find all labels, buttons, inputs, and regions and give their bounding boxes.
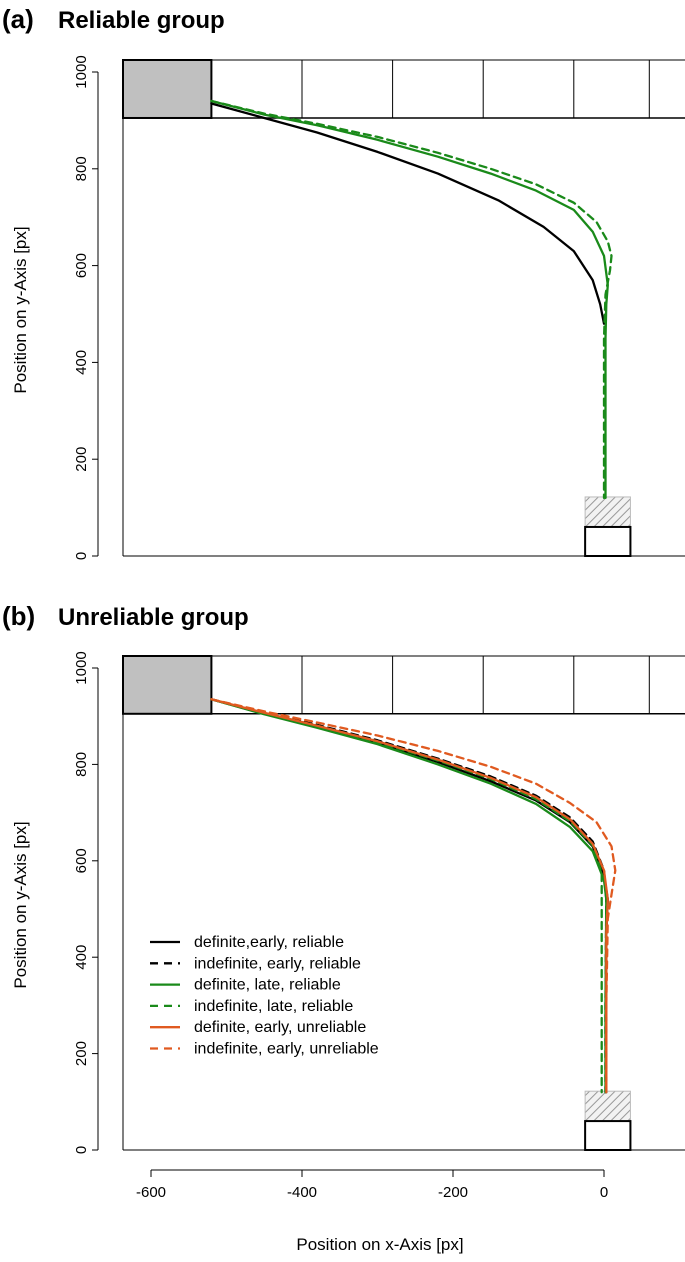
panel-a-start-box [122, 59, 213, 119]
panel-a-ytick-label: 200 [73, 447, 90, 472]
panel-b-ytick-label: 400 [73, 945, 90, 970]
panel-b-ytick-label: 200 [73, 1041, 90, 1066]
panel-b: (b) Unreliable group 0 200 400 600 800 1000 -6… [2, 601, 685, 1254]
panel-a-series-line-1 [210, 99, 609, 500]
panel-b-ytick-label: 600 [73, 848, 90, 873]
panel-a-hatched-box [584, 496, 631, 528]
panel-b-series-line-2 [210, 698, 608, 1094]
panel-a-plot: 0 200 400 600 800 1000 [73, 55, 685, 560]
panel-a: (a) Reliable group 0 200 400 600 800 1000 Pos… [2, 4, 685, 560]
panel-b-xtick-label: 0 [600, 1184, 608, 1201]
panel-b-title: Unreliable group [58, 604, 249, 631]
panel-b-letter: (b) [2, 601, 35, 631]
panel-b-ytick-label: 1000 [73, 651, 90, 684]
panel-a-ytick-label: 0 [73, 552, 90, 560]
panel-b-xtick-label: -600 [136, 1184, 166, 1201]
panel-a-ytick-label: 1000 [73, 55, 90, 88]
panel-a-ytick-label: 400 [73, 350, 90, 375]
panel-b-hatched-box [584, 1090, 631, 1122]
panel-a-ylabel: Position on y-Axis [px] [11, 226, 30, 393]
panel-b-plot: 0 200 400 600 800 1000 -600 -400 -200 0 definite,e… [73, 651, 685, 1201]
panel-b-legend-label: definite, late, reliable [194, 977, 341, 994]
panel-b-xtick-label: -400 [287, 1184, 317, 1201]
panel-a-ytick-label: 600 [73, 253, 90, 278]
panel-b-xtick-label: -200 [438, 1184, 468, 1201]
panel-b-series-line-5 [210, 698, 617, 1094]
panel-b-xlabel: Position on x-Axis [px] [296, 1235, 463, 1254]
panel-b-legend-label: definite, early, unreliable [194, 1019, 366, 1036]
panel-b-legend-label: indefinite, early, unreliable [194, 1041, 379, 1058]
panel-b-ytick-label: 800 [73, 752, 90, 777]
panel-b-legend-label: indefinite, early, reliable [194, 955, 361, 972]
panel-a-ytick-label: 800 [73, 156, 90, 181]
panel-b-target-box [584, 1120, 632, 1151]
panel-b-ylabel: Position on y-Axis [px] [11, 821, 30, 988]
panel-a-target-box [584, 525, 632, 558]
panel-a-series-line-0 [210, 102, 606, 325]
panel-a-series-line-2 [210, 99, 613, 500]
panel-b-start-box [122, 655, 213, 715]
panel-b-legend-label: definite,early, reliable [194, 934, 344, 951]
panel-a-title: Reliable group [58, 7, 225, 34]
panel-b-legend-label: indefinite, late, reliable [194, 998, 353, 1015]
panel-a-letter: (a) [2, 4, 34, 34]
panel-b-ytick-label: 0 [73, 1146, 90, 1154]
